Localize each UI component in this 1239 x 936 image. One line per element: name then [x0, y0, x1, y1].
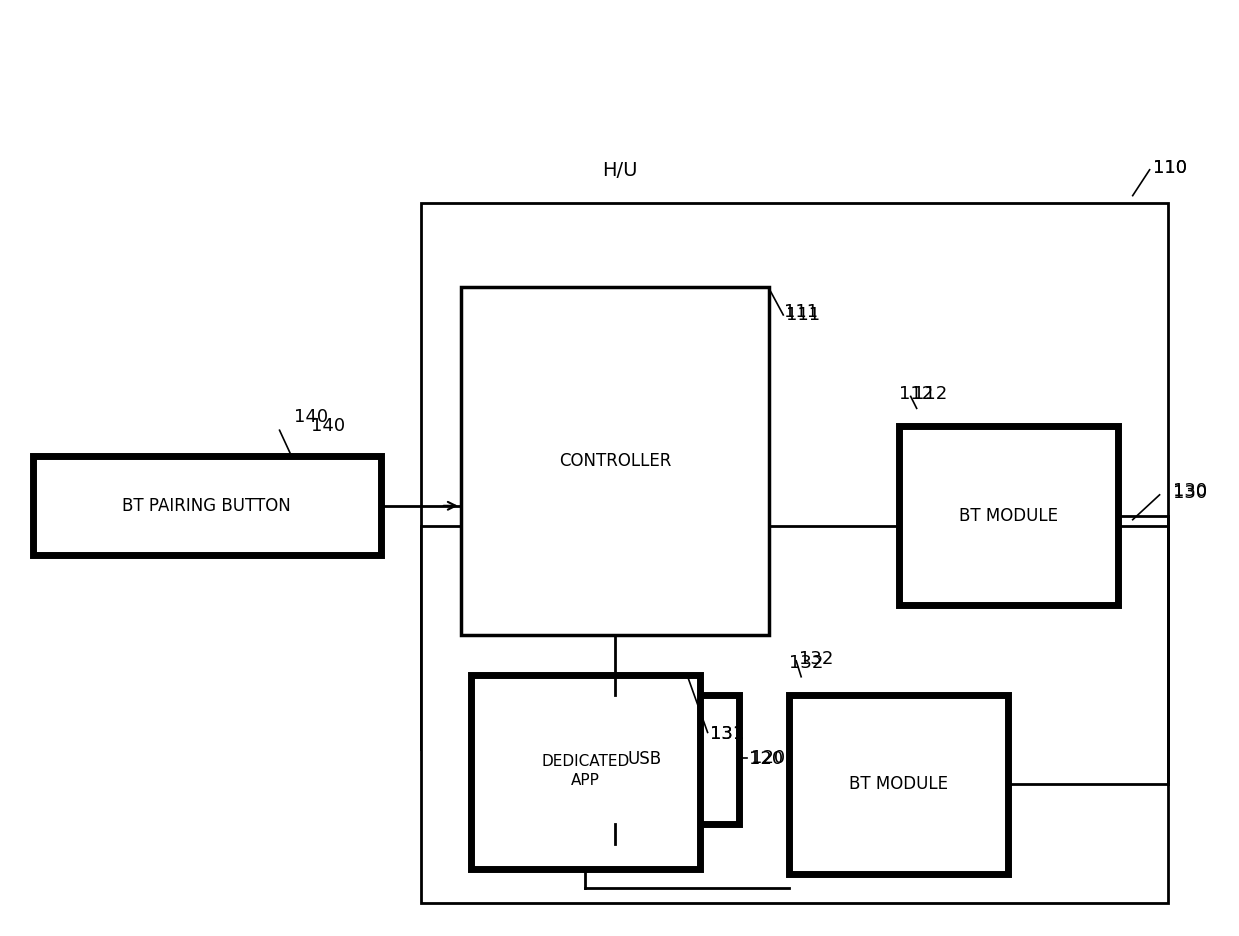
- Text: 132: 132: [799, 650, 834, 668]
- Text: H/U: H/U: [602, 161, 638, 180]
- Text: 112: 112: [913, 386, 947, 403]
- Text: 111: 111: [784, 303, 819, 321]
- Text: BT MODULE: BT MODULE: [849, 775, 948, 793]
- Text: CONTROLLER: CONTROLLER: [559, 452, 672, 470]
- Text: 130: 130: [1172, 482, 1207, 500]
- Text: BT PAIRING BUTTON: BT PAIRING BUTTON: [123, 497, 291, 515]
- Text: 131: 131: [710, 725, 743, 743]
- Bar: [421, 202, 1167, 750]
- Bar: [32, 456, 382, 555]
- Bar: [461, 287, 769, 635]
- Text: 130: 130: [1172, 484, 1207, 502]
- Bar: [421, 526, 1167, 903]
- Text: BT MODULE: BT MODULE: [959, 506, 1058, 525]
- Text: 140: 140: [311, 417, 346, 435]
- Text: 111: 111: [787, 306, 820, 324]
- Text: 110: 110: [1152, 159, 1187, 177]
- Text: DEDICATED
APP: DEDICATED APP: [541, 754, 629, 788]
- Text: 120: 120: [750, 751, 783, 768]
- Text: 120: 120: [751, 749, 786, 768]
- Text: 131: 131: [710, 725, 743, 743]
- Text: 110: 110: [1152, 159, 1187, 177]
- Text: 140: 140: [295, 408, 328, 426]
- Bar: [471, 675, 700, 869]
- Bar: [550, 695, 740, 824]
- Text: 132: 132: [789, 654, 824, 672]
- Text: USB: USB: [628, 751, 662, 768]
- Text: 112: 112: [898, 386, 933, 403]
- Bar: [898, 426, 1118, 606]
- Bar: [789, 695, 1009, 873]
